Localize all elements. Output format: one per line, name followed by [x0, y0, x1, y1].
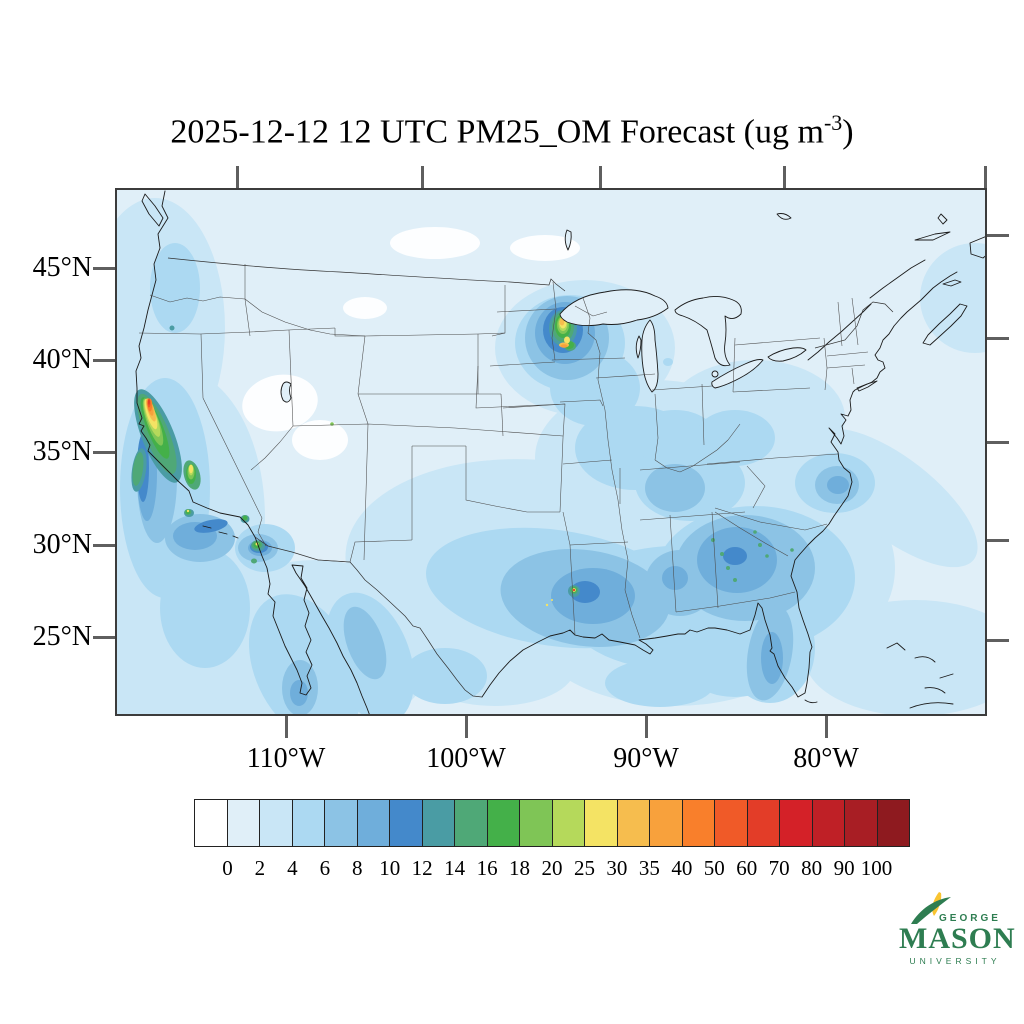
- lon-label-80w: 80°W: [793, 743, 859, 774]
- tick-mark: [645, 716, 648, 738]
- colorbar-cell: [455, 800, 488, 846]
- colorbar-label: 4: [287, 856, 298, 880]
- colorbar-cell: [260, 800, 293, 846]
- colorbar-label: 10: [379, 856, 401, 880]
- tick-mark: [984, 166, 987, 188]
- colorbar-cell: [325, 800, 358, 846]
- tick-mark: [987, 234, 1009, 237]
- colorbar-cell: [552, 800, 585, 846]
- colorbar-cell: [617, 800, 650, 846]
- colorbar-cell: [585, 800, 618, 846]
- colorbar-cell: [357, 800, 390, 846]
- lat-label-40n: 40°N: [32, 344, 92, 375]
- tick-mark: [825, 716, 828, 738]
- colorbar-cell: [422, 800, 455, 846]
- tick-mark: [987, 337, 1009, 340]
- colorbar-cell: [520, 800, 553, 846]
- logo-george-text: GEORGE: [939, 913, 1001, 924]
- tick-mark: [783, 166, 786, 188]
- colorbar-label: 35: [638, 856, 660, 880]
- tick-mark: [987, 441, 1009, 444]
- colorbar-label: 0: [222, 856, 233, 880]
- colorbar-cell: [390, 800, 423, 846]
- tick-mark: [236, 166, 239, 188]
- colorbar-label: 14: [444, 856, 466, 880]
- colorbar-label: 25: [573, 856, 595, 880]
- contours-0: [242, 227, 580, 670]
- colorbar-cell: [877, 800, 909, 846]
- page-title: 2025-12-12 12 UTC PM25_OM Forecast (ug m…: [170, 110, 854, 151]
- colorbar-cell: [845, 800, 878, 846]
- great-lakes: [280, 213, 807, 403]
- colorbar: [194, 799, 910, 847]
- tick-mark: [93, 544, 115, 547]
- colorbar-cell: [487, 800, 520, 846]
- colorbar-label: 100: [860, 856, 893, 880]
- lon-label-90w: 90°W: [613, 743, 679, 774]
- tick-mark: [93, 359, 115, 362]
- colorbar-label: 18: [509, 856, 531, 880]
- lat-label-25n: 25°N: [32, 621, 92, 652]
- colorbar-cell: [195, 800, 228, 846]
- tick-mark: [93, 267, 115, 270]
- forecast-map: [115, 188, 987, 716]
- colorbar-label: 70: [768, 856, 790, 880]
- lon-label-110w: 110°W: [246, 743, 326, 774]
- lat-label-45n: 45°N: [32, 252, 92, 283]
- colorbar-cell: [747, 800, 780, 846]
- colorbar-label: 40: [671, 856, 693, 880]
- tick-mark: [285, 716, 288, 738]
- colorbar-label: 20: [541, 856, 563, 880]
- tick-mark: [93, 636, 115, 639]
- colorbar-label: 30: [606, 856, 628, 880]
- gmu-logo: GEORGE MASON UNIVERSITY: [893, 892, 1015, 976]
- lat-label-35n: 35°N: [32, 436, 92, 467]
- logo-university-text: UNIVERSITY: [909, 956, 1001, 966]
- contours-hot-cores: [147, 398, 576, 592]
- colorbar-label: 80: [801, 856, 823, 880]
- map-border: [115, 188, 987, 716]
- colorbar-label: 8: [352, 856, 363, 880]
- colorbar-cell: [780, 800, 813, 846]
- colorbar-cell: [812, 800, 845, 846]
- colorbar-label: 50: [703, 856, 725, 880]
- colorbar-label: 6: [319, 856, 331, 880]
- colorbar-label: 60: [736, 856, 758, 880]
- map-frame: [115, 188, 987, 716]
- colorbar-label: 90: [833, 856, 855, 880]
- tick-mark: [599, 166, 602, 188]
- tick-mark: [465, 716, 468, 738]
- logo-mason-text: MASON: [899, 922, 1016, 955]
- colorbar-cell: [227, 800, 260, 846]
- colorbar-cell: [715, 800, 748, 846]
- lon-label-100w: 100°W: [426, 743, 506, 774]
- colorbar-cell: [292, 800, 325, 846]
- colorbar-label: 16: [476, 856, 498, 880]
- state-borders: [138, 264, 869, 639]
- colorbar-cell: [682, 800, 715, 846]
- colorbar-label: 12: [411, 856, 433, 880]
- tick-mark: [93, 451, 115, 454]
- tick-mark: [421, 166, 424, 188]
- lat-label-30n: 30°N: [32, 529, 92, 560]
- gmu-swoosh-icon: [911, 892, 951, 924]
- tick-mark: [987, 639, 1009, 642]
- tick-mark: [987, 539, 1009, 542]
- colorbar-label: 2: [254, 856, 266, 880]
- colorbar-cell: [650, 800, 683, 846]
